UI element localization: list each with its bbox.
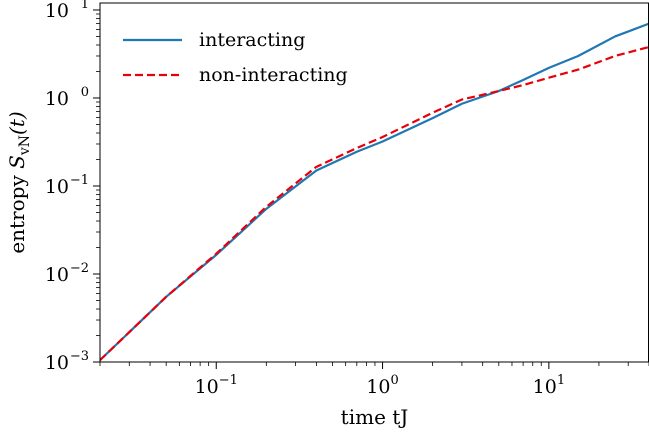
legend-label-non-interacting: non-interacting [199,64,348,86]
x-tick-label: 100 [366,373,398,398]
y-tick-label: 10−2 [45,261,89,286]
y-tick-label: 10−1 [45,173,89,198]
legend: interacting non-interacting [123,29,348,86]
y-axis-label-subscript: vN [17,135,33,156]
y-axis-label-symbol: S [5,155,29,169]
x-tick-label: 10−1 [195,373,238,398]
y-tick-label: 10−3 [45,349,89,374]
y-axis-label-prefix: entropy [5,169,29,254]
y-axis-label: entropy SvN(t) [5,111,33,253]
plot-frame [99,2,649,363]
x-tick-label: 101 [533,373,565,398]
y-tick-label: 10 0 [45,85,89,110]
y-tick-label: 10 1 [45,0,89,22]
x-axis-label: time tJ [341,405,409,429]
legend-label-interacting: interacting [199,29,305,51]
y-axis-label-suffix: (t) [5,111,29,135]
series-line-non-interacting [100,45,649,361]
series-line-interacting [100,22,649,361]
